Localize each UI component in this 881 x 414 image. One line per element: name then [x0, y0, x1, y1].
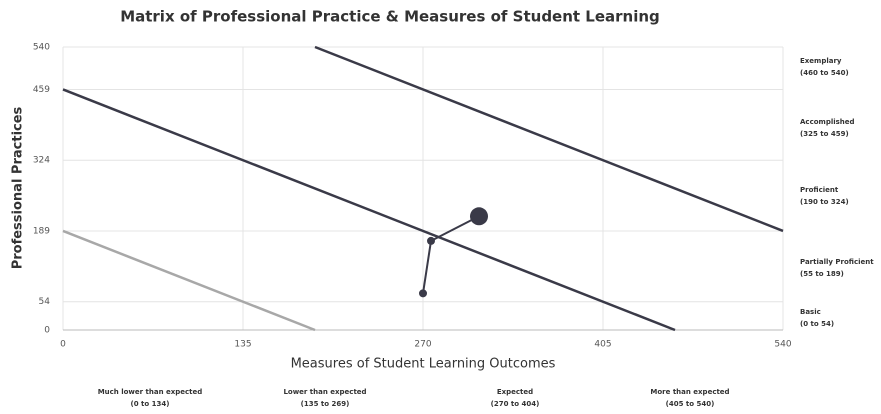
- band-name: Lower than expected: [283, 388, 366, 396]
- band-range: (55 to 189): [800, 270, 844, 278]
- series-line: [314, 45, 784, 233]
- y-tick-label: 324: [33, 156, 50, 166]
- band-name: Basic: [800, 308, 821, 316]
- band-range: (270 to 404): [491, 400, 540, 408]
- band-name: Partially Proficient: [800, 258, 874, 266]
- y-axis-label: Professional Practices: [11, 106, 26, 269]
- x-tick-label: 405: [594, 340, 611, 350]
- x-tick-label: 270: [414, 340, 431, 350]
- band-range: (405 to 540): [666, 400, 715, 408]
- y-tick-label: 189: [33, 226, 50, 236]
- band-name: Proficient: [800, 186, 839, 194]
- x-tick-label: 0: [60, 340, 66, 350]
- band-range: (0 to 134): [131, 400, 170, 408]
- band-name: Expected: [497, 388, 533, 396]
- data-point: [427, 236, 435, 245]
- series-line: [422, 215, 480, 294]
- data-point: [419, 289, 427, 298]
- band-range: (190 to 324): [800, 198, 849, 206]
- band-range: (0 to 54): [800, 320, 834, 328]
- band-range: (135 to 269): [301, 400, 350, 408]
- band-name: Much lower than expected: [98, 388, 203, 396]
- band-name: Accomplished: [800, 118, 855, 126]
- y-tick-label: 54: [39, 297, 51, 307]
- chart-title: Matrix of Professional Practice & Measur…: [120, 8, 660, 26]
- band-range: (460 to 540): [800, 69, 849, 77]
- series-line: [62, 229, 316, 332]
- band-name: Exemplary: [800, 57, 842, 65]
- x-tick-label: 540: [774, 340, 791, 350]
- band-range: (325 to 459): [800, 130, 849, 138]
- y-tick-label: 459: [33, 85, 50, 95]
- data-point: [470, 207, 488, 226]
- x-tick-label: 135: [234, 340, 251, 350]
- series-line: [62, 88, 676, 332]
- y-tick-label: 0: [44, 326, 50, 336]
- x-axis-label: Measures of Student Learning Outcomes: [291, 357, 556, 372]
- band-name: More than expected: [650, 388, 729, 396]
- y-tick-label: 540: [33, 43, 50, 53]
